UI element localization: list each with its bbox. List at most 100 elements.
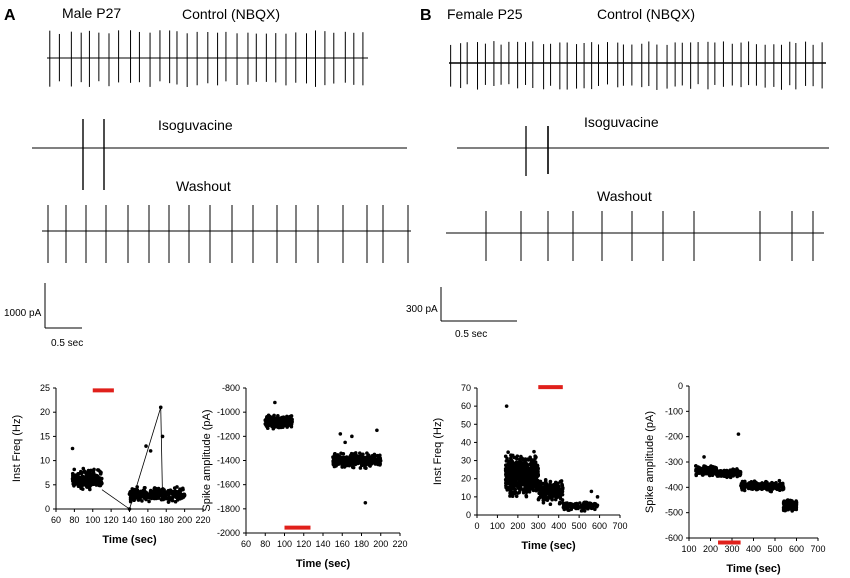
data-point <box>504 481 508 486</box>
data-point <box>275 423 280 428</box>
data-point <box>547 483 552 488</box>
data-point <box>514 482 519 487</box>
panel-b-scale-time: 0.5 sec <box>455 329 487 340</box>
data-point <box>342 465 347 469</box>
data-point <box>746 482 751 487</box>
data-point <box>508 494 512 498</box>
data-point <box>544 481 549 486</box>
data-point <box>156 487 160 492</box>
data-point <box>524 462 529 466</box>
data-point <box>716 474 721 478</box>
x-tick-label: 600 <box>789 544 804 554</box>
data-point <box>696 465 701 469</box>
y-tick-label: -500 <box>665 508 683 518</box>
y-tick-label: -800 <box>222 383 240 393</box>
chart-b-spike-amplitude: 100 200 300 400 500 600 700 -600 -500 -400 -300 -20… <box>644 381 826 575</box>
data-point <box>79 481 84 485</box>
data-point <box>78 469 83 474</box>
data-point <box>517 490 522 495</box>
data-point <box>73 473 77 477</box>
data-point <box>558 479 563 484</box>
data-point <box>753 480 758 485</box>
x-tick-label: 700 <box>810 544 825 554</box>
data-point <box>741 482 746 486</box>
data-point <box>358 466 363 470</box>
data-point <box>595 504 599 509</box>
data-point <box>90 479 94 483</box>
panel-a-control-trace <box>47 30 368 87</box>
data-point <box>332 460 337 465</box>
data-point <box>519 454 523 459</box>
data-point <box>365 451 369 455</box>
panel-a-washout-trace <box>42 205 411 263</box>
panel-b-control-trace <box>449 41 826 90</box>
x-tick-label: 300 <box>724 544 739 554</box>
data-point <box>578 501 582 505</box>
data-point <box>758 483 762 488</box>
y-tick-label: 50 <box>461 419 471 429</box>
data-point <box>510 464 515 469</box>
data-point <box>533 454 537 458</box>
panel-b-subject: Female P25 <box>447 6 523 22</box>
data-point <box>558 495 562 500</box>
panel-a-scale-current: 1000 pA <box>4 308 42 319</box>
x-tick-label: 200 <box>177 515 192 525</box>
data-point <box>723 472 728 477</box>
data-point <box>176 493 181 498</box>
data-point <box>504 469 509 473</box>
data-point <box>505 456 509 461</box>
data-point <box>70 446 75 451</box>
x-tick-label: 100 <box>85 515 100 525</box>
y-axis-label: Inst Freq (Hz) <box>11 415 23 482</box>
x-tick-label: 200 <box>373 539 388 549</box>
data-point <box>581 506 585 510</box>
data-point <box>347 457 352 462</box>
data-point <box>175 498 180 502</box>
data-point <box>524 473 529 477</box>
x-tick-label: 80 <box>69 515 79 525</box>
y-tick-label: -2000 <box>217 528 240 538</box>
x-tick-label: 120 <box>296 539 311 549</box>
data-point <box>368 464 372 468</box>
data-point <box>781 501 786 506</box>
data-point <box>579 509 584 513</box>
data-point <box>519 467 524 471</box>
y-tick-label: 5 <box>45 480 50 490</box>
data-point <box>547 492 552 496</box>
data-point <box>355 457 359 462</box>
data-point <box>533 472 538 477</box>
data-point <box>706 468 711 473</box>
y-tick-label: 0 <box>466 510 471 520</box>
y-tick-label: 20 <box>461 474 471 484</box>
data-point <box>527 467 531 471</box>
data-point <box>179 494 184 499</box>
data-point <box>92 467 96 472</box>
data-point <box>128 492 133 497</box>
data-point <box>265 426 270 431</box>
data-point <box>350 465 355 469</box>
x-tick-label: 180 <box>354 539 369 549</box>
data-point <box>702 455 706 459</box>
data-point <box>361 455 365 460</box>
data-point <box>142 486 147 490</box>
x-axis-label: Time (sec) <box>726 563 781 575</box>
data-point <box>771 483 775 488</box>
data-point <box>507 473 512 478</box>
data-point <box>567 503 571 508</box>
data-point <box>72 482 77 486</box>
data-point <box>99 480 103 485</box>
data-point <box>538 491 542 496</box>
panel-a-scale-time: 0.5 sec <box>51 338 83 349</box>
data-point <box>371 459 376 464</box>
data-point <box>532 449 536 454</box>
data-point <box>541 500 546 505</box>
data-point <box>517 471 521 475</box>
data-point <box>535 466 540 470</box>
data-point <box>563 506 568 511</box>
y-tick-label: -400 <box>665 482 683 492</box>
data-point <box>285 420 289 424</box>
panel-a-drug-label: Isoguvacine <box>158 117 233 133</box>
x-tick-label: 400 <box>551 521 566 531</box>
data-point <box>513 490 518 495</box>
data-point <box>696 470 701 474</box>
